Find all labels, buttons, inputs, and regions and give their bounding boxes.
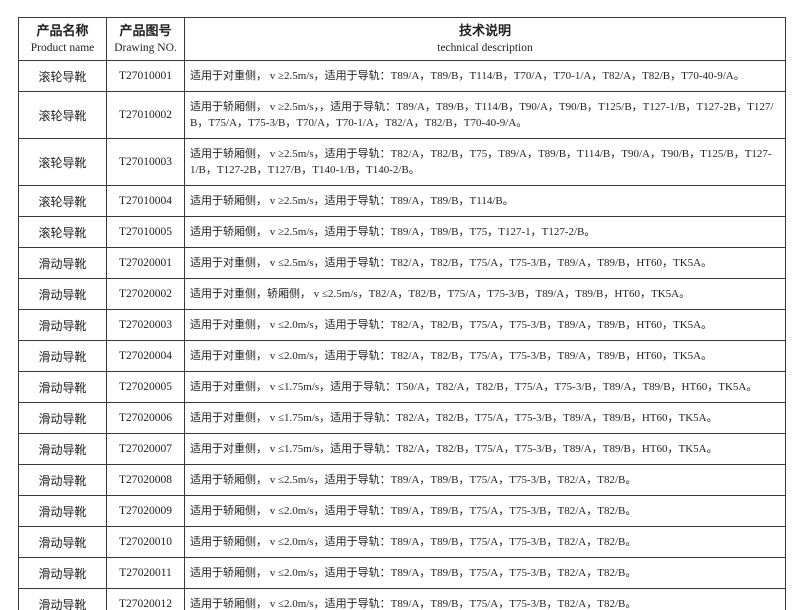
drawing-no-cell: T27010004 xyxy=(106,185,185,217)
table-row: 滚轮导靴 T27010001 适用于对重侧， v ≥2.5m/s，适用于导轨：T… xyxy=(18,60,786,92)
col-header-technical-description: 技术说明 technical description xyxy=(184,17,786,61)
product-name-cell: 滑动导靴 xyxy=(18,371,107,403)
description-cell: 适用于轿厢侧， v ≤2.0m/s，适用于导轨：T89/A，T89/B，T75/… xyxy=(184,495,786,527)
product-name-cell: 滑动导靴 xyxy=(18,309,107,341)
product-name-cell: 滑动导靴 xyxy=(18,526,107,558)
drawing-no-cell: T27020006 xyxy=(106,402,185,434)
description-cell: 适用于轿厢侧， v ≤2.0m/s，适用于导轨：T89/A，T89/B，T75/… xyxy=(184,526,786,558)
description-cell: 适用于对重侧， v ≤1.75m/s，适用于导轨：T50/A，T82/A，T82… xyxy=(184,371,786,403)
drawing-no-cell: T27020001 xyxy=(106,247,185,279)
table-row: 滚轮导靴 T27010004 适用于轿厢侧， v ≥2.5m/s，适用于导轨：T… xyxy=(18,185,786,217)
description-cell: 适用于对重侧， v ≤2.0m/s，适用于导轨：T82/A，T82/B，T75/… xyxy=(184,309,786,341)
table-row: 滑动导靴 T27020009 适用于轿厢侧， v ≤2.0m/s，适用于导轨：T… xyxy=(18,495,786,527)
col-header-technical-description-zh: 技术说明 xyxy=(458,23,511,39)
product-name-cell: 滚轮导靴 xyxy=(18,91,107,139)
drawing-no-cell: T27020011 xyxy=(106,557,185,589)
product-name-cell: 滑动导靴 xyxy=(18,278,107,310)
product-name-cell: 滑动导靴 xyxy=(18,588,107,610)
description-cell: 适用于轿厢侧， v ≥2.5m/s，适用于导轨：T82/A，T82/B，T75，… xyxy=(184,138,786,186)
product-name-cell: 滑动导靴 xyxy=(18,495,107,527)
drawing-no-cell: T27020003 xyxy=(106,309,185,341)
drawing-no-cell: T27020009 xyxy=(106,495,185,527)
table-row: 滑动导靴 T27020005 适用于对重侧， v ≤1.75m/s，适用于导轨：… xyxy=(18,371,786,403)
description-cell: 适用于轿厢侧， v ≤2.0m/s，适用于导轨：T89/A，T89/B，T75/… xyxy=(184,557,786,589)
drawing-no-cell: T27020008 xyxy=(106,464,185,496)
table-row: 滑动导靴 T27020002 适用于对重侧，轿厢侧， v ≤2.5m/s，T82… xyxy=(18,278,786,310)
col-header-drawing-no: 产品图号 Drawing NO. xyxy=(106,17,185,61)
product-name-cell: 滑动导靴 xyxy=(18,433,107,465)
drawing-no-cell: T27010001 xyxy=(106,60,185,92)
table-row: 滚轮导靴 T27010005 适用于轿厢侧， v ≥2.5m/s，适用于导轨：T… xyxy=(18,216,786,248)
description-cell: 适用于对重侧，轿厢侧， v ≤2.5m/s，T82/A，T82/B，T75/A，… xyxy=(184,278,786,310)
drawing-no-cell: T27020004 xyxy=(106,340,185,372)
product-spec-table: 产品名称 Product name 产品图号 Drawing NO. 技术说明 … xyxy=(18,17,786,610)
description-cell: 适用于对重侧， v ≤1.75m/s，适用于导轨：T82/A，T82/B，T75… xyxy=(184,402,786,434)
table-row: 滑动导靴 T27020007 适用于对重侧， v ≤1.75m/s，适用于导轨：… xyxy=(18,433,786,465)
description-cell: 适用于对重侧， v ≤2.0m/s，适用于导轨：T82/A，T82/B，T75/… xyxy=(184,340,786,372)
product-name-cell: 滚轮导靴 xyxy=(18,138,107,186)
drawing-no-cell: T27020010 xyxy=(106,526,185,558)
product-name-cell: 滚轮导靴 xyxy=(18,216,107,248)
drawing-no-cell: T27020005 xyxy=(106,371,185,403)
product-name-cell: 滑动导靴 xyxy=(18,557,107,589)
drawing-no-cell: T27010003 xyxy=(106,138,185,186)
col-header-product-name: 产品名称 Product name xyxy=(18,17,107,61)
product-name-cell: 滑动导靴 xyxy=(18,464,107,496)
description-cell: 适用于对重侧， v ≥2.5m/s，适用于导轨：T89/A，T89/B，T114… xyxy=(184,60,786,92)
table-row: 滚轮导靴 T27010003 适用于轿厢侧， v ≥2.5m/s，适用于导轨：T… xyxy=(18,138,786,186)
product-name-cell: 滚轮导靴 xyxy=(18,60,107,92)
product-name-cell: 滑动导靴 xyxy=(18,247,107,279)
description-cell: 适用于轿厢侧， v ≥2.5m/s，适用于导轨：T89/A，T89/B，T114… xyxy=(184,185,786,217)
table-row: 滑动导靴 T27020001 适用于对重侧， v ≤2.5m/s，适用于导轨：T… xyxy=(18,247,786,279)
table-row: 滑动导靴 T27020004 适用于对重侧， v ≤2.0m/s，适用于导轨：T… xyxy=(18,340,786,372)
table-row: 滑动导靴 T27020006 适用于对重侧， v ≤1.75m/s，适用于导轨：… xyxy=(18,402,786,434)
drawing-no-cell: T27010005 xyxy=(106,216,185,248)
table-row: 滑动导靴 T27020003 适用于对重侧， v ≤2.0m/s，适用于导轨：T… xyxy=(18,309,786,341)
col-header-drawing-no-en: Drawing NO. xyxy=(114,42,177,55)
product-name-cell: 滑动导靴 xyxy=(18,402,107,434)
table-row: 滑动导靴 T27020008 适用于轿厢侧， v ≤2.5m/s，适用于导轨：T… xyxy=(18,464,786,496)
table-row: 滑动导靴 T27020011 适用于轿厢侧， v ≤2.0m/s，适用于导轨：T… xyxy=(18,557,786,589)
table-row: 滑动导靴 T27020012 适用于轿厢侧， v ≤2.0m/s，适用于导轨：T… xyxy=(18,588,786,610)
description-cell: 适用于轿厢侧， v ≥2.5m/s，适用于导轨：T89/A，T89/B，T75，… xyxy=(184,216,786,248)
drawing-no-cell: T27020002 xyxy=(106,278,185,310)
col-header-product-name-zh: 产品名称 xyxy=(36,23,89,39)
product-name-cell: 滚轮导靴 xyxy=(18,185,107,217)
header-row: 产品名称 Product name 产品图号 Drawing NO. 技术说明 … xyxy=(18,17,786,61)
description-cell: 适用于轿厢侧， v ≥2.5m/s，，适用于导轨：T89/A，T89/B，T11… xyxy=(184,91,786,139)
col-header-product-name-en: Product name xyxy=(30,42,95,55)
drawing-no-cell: T27010002 xyxy=(106,91,185,139)
description-cell: 适用于轿厢侧， v ≤2.0m/s，适用于导轨：T89/A，T89/B，T75/… xyxy=(184,588,786,610)
col-header-technical-description-en: technical description xyxy=(437,42,533,55)
drawing-no-cell: T27020012 xyxy=(106,588,185,610)
description-cell: 适用于对重侧， v ≤2.5m/s，适用于导轨：T82/A，T82/B，T75/… xyxy=(184,247,786,279)
table-row: 滚轮导靴 T27010002 适用于轿厢侧， v ≥2.5m/s，，适用于导轨：… xyxy=(18,91,786,139)
description-cell: 适用于对重侧， v ≤1.75m/s，适用于导轨：T82/A，T82/B，T75… xyxy=(184,433,786,465)
description-cell: 适用于轿厢侧， v ≤2.5m/s，适用于导轨：T89/A，T89/B，T75/… xyxy=(184,464,786,496)
table-row: 滑动导靴 T27020010 适用于轿厢侧， v ≤2.0m/s，适用于导轨：T… xyxy=(18,526,786,558)
product-name-cell: 滑动导靴 xyxy=(18,340,107,372)
drawing-no-cell: T27020007 xyxy=(106,433,185,465)
col-header-drawing-no-zh: 产品图号 xyxy=(119,23,172,39)
